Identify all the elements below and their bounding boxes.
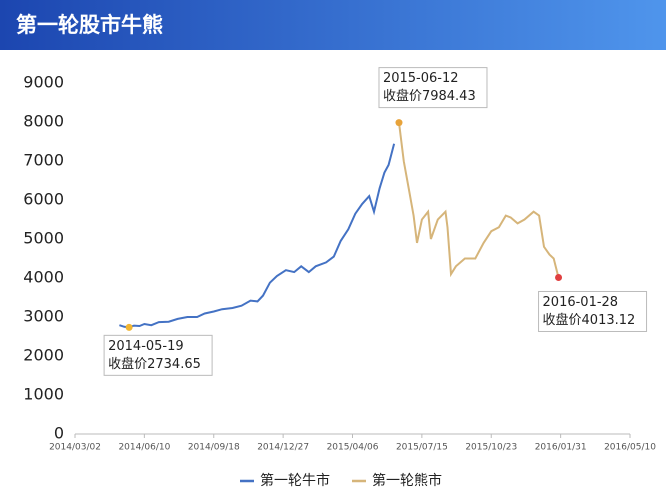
y-tick-label: 3000 — [23, 307, 64, 326]
annotation-text: 2014-05-19 — [108, 339, 184, 354]
y-tick-label: 5000 — [23, 229, 64, 248]
annotation-text: 收盘价2734.65 — [108, 356, 201, 372]
highlight-point — [555, 273, 563, 281]
header-bar — [0, 0, 666, 50]
annotation-text: 2015-06-12 — [383, 71, 459, 86]
annotation-box — [538, 290, 648, 332]
y-tick-label: 0 — [54, 424, 64, 443]
annotation-box — [103, 334, 213, 376]
annotation-text: 2016-01-28 — [543, 295, 619, 310]
y-tick-label: 7000 — [23, 151, 64, 170]
y-tick-label: 6000 — [23, 190, 64, 209]
highlight-point — [125, 323, 133, 331]
y-tick-label: 1000 — [23, 385, 64, 404]
annotation-text: 收盘价7984.43 — [383, 88, 476, 104]
chart-title: 第一轮股市牛熊 — [16, 13, 163, 37]
x-tick-label: 2014/03/02 — [49, 443, 101, 453]
series-line — [119, 143, 396, 329]
x-tick-label: 2016/01/31 — [535, 443, 587, 453]
legend-label: 第一轮牛市 — [260, 472, 330, 489]
x-tick-label: 2014/09/18 — [188, 443, 240, 453]
y-tick-label: 9000 — [23, 73, 64, 92]
highlight-point — [395, 119, 403, 127]
annotation-box — [378, 67, 488, 109]
y-tick-label: 4000 — [23, 268, 64, 287]
x-tick-label: 2016/05/10 — [604, 443, 656, 453]
x-tick-label: 2014/12/27 — [257, 443, 309, 453]
x-tick-label: 2015/04/06 — [327, 443, 379, 453]
y-tick-label: 8000 — [23, 112, 64, 131]
x-tick-label: 2014/06/10 — [118, 443, 170, 453]
legend-label: 第一轮熊市 — [372, 472, 442, 489]
x-tick-label: 2015/07/15 — [396, 443, 448, 453]
y-tick-label: 2000 — [23, 346, 64, 365]
x-tick-label: 2015/10/23 — [465, 443, 517, 453]
series-line — [398, 122, 560, 278]
annotation-text: 收盘价4013.12 — [543, 312, 636, 328]
